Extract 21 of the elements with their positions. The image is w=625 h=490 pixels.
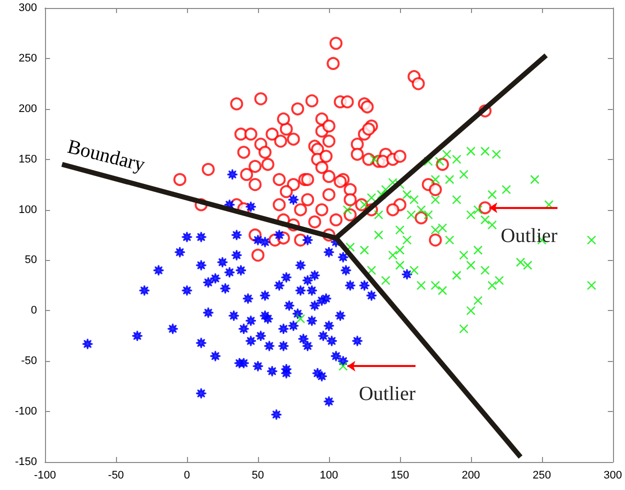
x-tick-label: 200 — [462, 470, 480, 482]
y-tick-label: 150 — [18, 153, 37, 166]
y-tick-label: 50 — [24, 254, 37, 266]
x-tick-label: -50 — [108, 470, 124, 482]
y-tick-label: 200 — [18, 102, 37, 115]
y-tick-label: -150 — [14, 456, 37, 468]
x-tick-label: 300 — [604, 470, 622, 482]
y-tick-label: -100 — [14, 406, 37, 418]
y-tick-label: -50 — [21, 355, 37, 368]
x-tick-label: 150 — [390, 470, 410, 482]
y-tick-label: 100 — [18, 204, 37, 216]
annotation: Outlier — [500, 224, 558, 247]
annotation: Outlier — [358, 383, 416, 406]
x-tick-label: 100 — [320, 470, 338, 482]
y-tick-label: 250 — [18, 52, 37, 64]
x-tick-label: 250 — [532, 470, 552, 482]
x-tick-label: 50 — [252, 470, 264, 482]
x-tick-label: 0 — [184, 470, 190, 482]
y-tick-label: 300 — [18, 2, 37, 14]
x-tick-label: -100 — [34, 470, 56, 482]
y-tick-label: 0 — [30, 304, 37, 317]
